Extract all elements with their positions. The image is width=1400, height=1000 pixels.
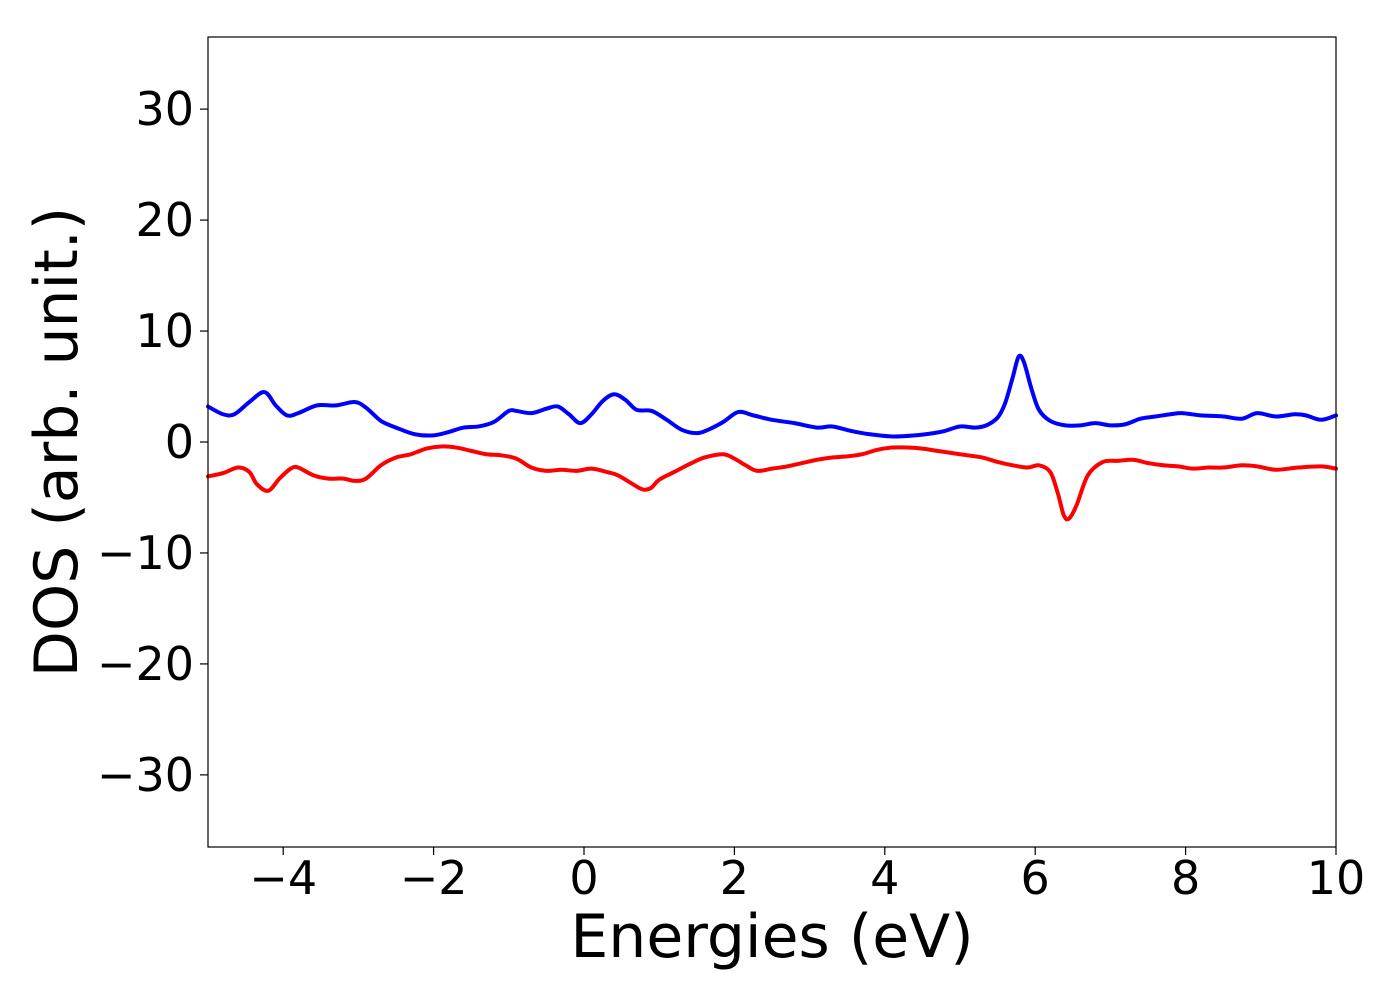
y-axis-label: DOS (arb. unit.) (22, 207, 92, 677)
x-tick-label: 8 (1171, 851, 1200, 905)
y-axis: 30 20 10 0 −10 −20 −30 (97, 82, 208, 802)
plot-background (208, 37, 1336, 847)
x-tick-label: −2 (400, 851, 468, 905)
x-tick-label: 2 (720, 851, 749, 905)
x-tick-label: −4 (249, 851, 317, 905)
y-tick-label: −20 (97, 637, 194, 691)
y-tick-label: −30 (97, 748, 194, 802)
y-tick-label: 20 (135, 193, 194, 247)
series-line-spin-up (206, 353, 1338, 439)
y-tick-label: 10 (135, 304, 194, 358)
x-tick-label: 4 (870, 851, 899, 905)
x-tick-label: 10 (1307, 851, 1366, 905)
series-line-spin-down (206, 444, 1338, 522)
x-tick-label: 0 (569, 851, 598, 905)
x-tick-label: 6 (1021, 851, 1050, 905)
x-axis-label: Energies (eV) (570, 902, 973, 972)
y-tick-label: 0 (165, 415, 194, 469)
series-layer (206, 353, 1338, 522)
x-axis: −4 −2 0 2 4 6 8 10 (249, 847, 1365, 905)
y-tick-label: −10 (97, 526, 194, 580)
y-tick-label: 30 (135, 82, 194, 136)
